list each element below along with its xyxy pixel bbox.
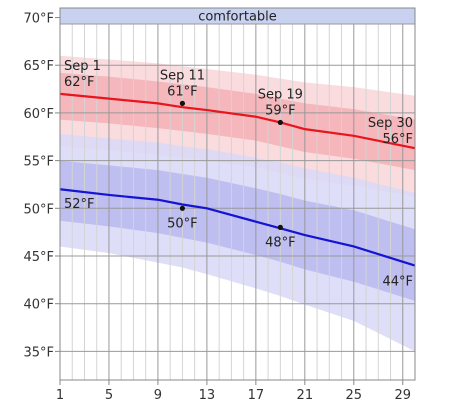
x-tick-label: 29	[394, 388, 411, 403]
series-line-0	[59, 92, 416, 150]
date-label: Sep 30	[368, 116, 413, 131]
date-label: Sep 11	[160, 68, 205, 83]
data-point-marker	[179, 205, 186, 211]
high-temp-label: 56°F	[382, 132, 413, 147]
data-point-marker	[277, 224, 283, 230]
series-line-1	[59, 188, 416, 267]
high-temp-label: 61°F	[167, 84, 198, 99]
x-tick-label: 13	[199, 388, 216, 403]
low-temp-label: 44°F	[382, 275, 413, 290]
x-tick-label: 1	[56, 388, 64, 403]
band-50-series-0	[60, 72, 415, 171]
low-temp-label: 52°F	[64, 197, 95, 212]
y-tick-label: 65°F	[23, 59, 54, 74]
low-temp-label: 48°F	[265, 235, 296, 250]
y-tick-label: 70°F	[23, 12, 54, 27]
date-label: Sep 1	[64, 59, 101, 74]
percentile-bands	[60, 55, 415, 352]
y-axis: 35°F 40°F 45°F 50°F 55°F 60°F 65°F 70°F	[23, 12, 60, 360]
x-tick-label: 9	[154, 388, 162, 403]
x-tick-label: 21	[297, 388, 314, 403]
x-tick-label: 17	[248, 388, 265, 403]
high-temp-label: 59°F	[265, 103, 296, 118]
y-tick-label: 35°F	[23, 345, 54, 360]
data-point-marker	[179, 100, 186, 106]
series-lines	[59, 92, 416, 267]
comfortable-band-label: comfortable	[198, 10, 277, 25]
y-tick-label: 45°F	[23, 250, 54, 265]
x-tick-label: 25	[346, 388, 363, 403]
data-point-marker	[277, 119, 283, 126]
y-tick-label: 60°F	[23, 107, 54, 122]
plot-frame	[59, 7, 416, 381]
y-tick-label: 50°F	[23, 202, 54, 217]
comfortable-band: comfortable	[59, 7, 416, 25]
x-axis: 1 5 9 13 17 21 25 29	[56, 380, 411, 403]
band-50-series-1	[60, 160, 415, 301]
x-tick-label: 5	[105, 388, 113, 403]
high-temp-label: 62°F	[64, 75, 95, 90]
y-tick-label: 40°F	[23, 298, 54, 313]
low-temp-label: 50°F	[167, 216, 198, 231]
date-label: Sep 19	[258, 87, 303, 102]
y-tick-label: 55°F	[23, 155, 54, 170]
